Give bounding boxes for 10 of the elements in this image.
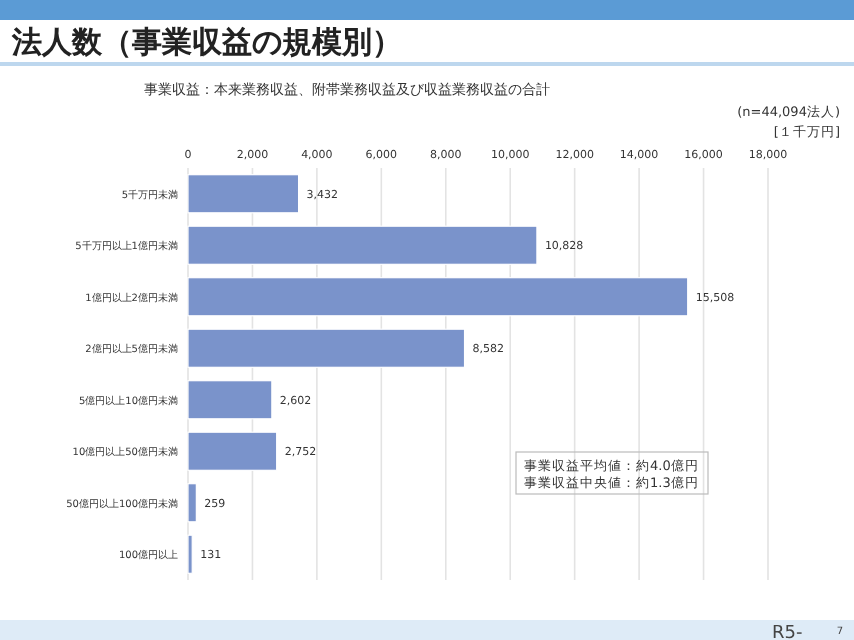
bar <box>187 225 538 265</box>
bar <box>187 174 300 214</box>
bar <box>187 483 197 523</box>
bar <box>187 534 193 574</box>
text: R5- <box>772 624 803 640</box>
bar <box>187 277 689 317</box>
bar <box>187 431 278 471</box>
bar <box>187 380 273 420</box>
chart-title: 法人数（事業収益の規模別） <box>10 24 402 60</box>
bar <box>187 328 466 368</box>
